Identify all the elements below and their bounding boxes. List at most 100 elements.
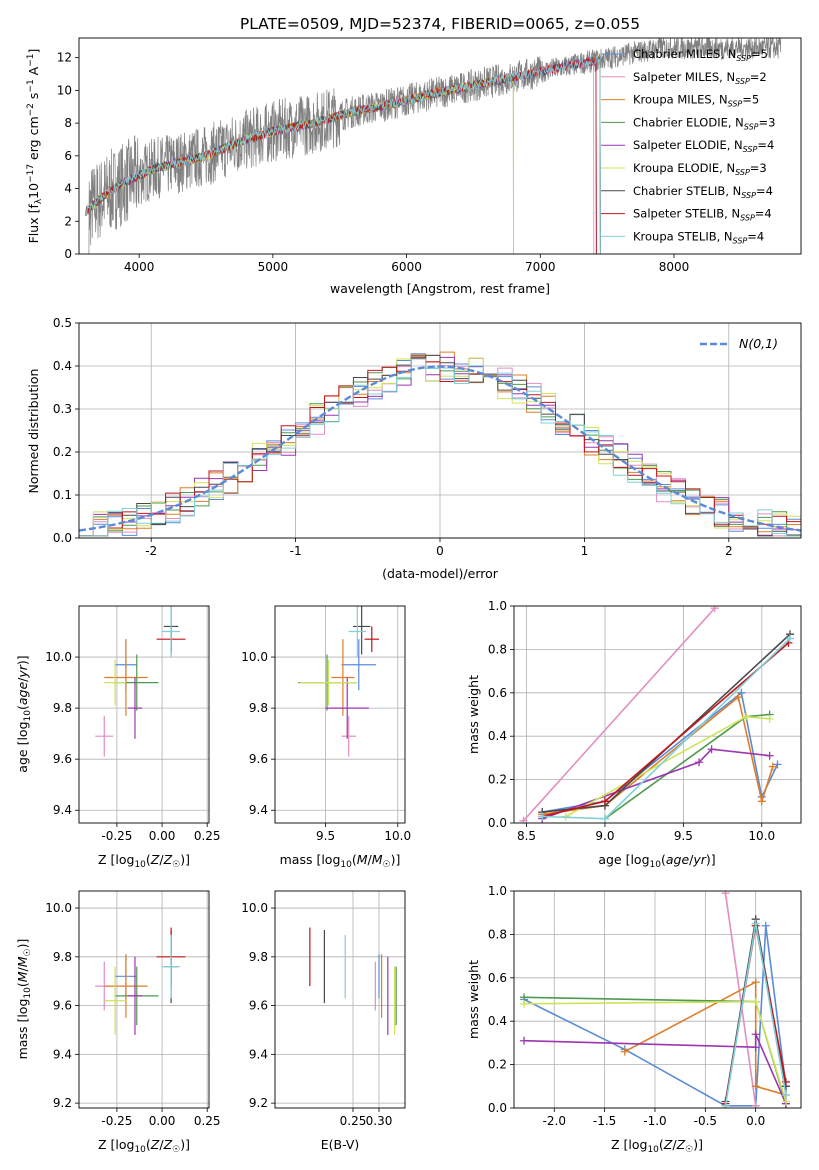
y-axis-label: Normed distribution — [26, 369, 41, 494]
y-tick-label: 9.4 — [249, 1047, 268, 1061]
legend-label: Chabrier MILES, NSSP=5 — [633, 47, 768, 63]
legend-entry: Salpeter ELODIE, NSSP=4 — [601, 138, 774, 154]
weight-marker — [768, 762, 777, 771]
axes-frame — [274, 890, 406, 1109]
x-tick-label: -1.5 — [593, 1114, 616, 1128]
x-axis-label: (data-model)/error — [382, 566, 499, 581]
panel-weight-vs-Z: -2.0 -1.5 -1.0 -0.5 0.0 0.0 0.2 0.4 0.6 0.8 1.0 mas… — [466, 884, 802, 1155]
x-tick-label: -1.0 — [643, 1114, 666, 1128]
weight-marker — [761, 921, 770, 930]
y-axis-label: mass weight — [466, 960, 481, 1039]
residual-histogram — [79, 357, 801, 537]
y-tick-label: 6 — [64, 149, 72, 163]
legend-entry: Salpeter STELIB, NSSP=4 — [601, 207, 772, 223]
errorbar-1 — [95, 715, 114, 757]
y-tick-label: 0.3 — [53, 402, 72, 416]
y-tick-label: 1.0 — [488, 599, 507, 613]
weight-marker — [520, 999, 529, 1008]
errorbar-1 — [341, 715, 356, 757]
y-tick-label: 0.0 — [488, 816, 507, 830]
weight-marker — [520, 1036, 529, 1045]
figure-title: PLATE=0509, MJD=52374, FIBERID=0065, z=0… — [240, 15, 640, 33]
weight-marker — [765, 751, 774, 760]
legend-entry: Chabrier MILES, NSSP=5 — [601, 47, 768, 63]
y-tick-label: 9.8 — [249, 701, 268, 715]
y-tick-label: 0.4 — [53, 359, 72, 373]
weight-marker — [600, 797, 609, 806]
errorbar-7 — [364, 626, 379, 652]
legend-label: N(0,1) — [739, 336, 778, 351]
weight-line — [522, 607, 716, 822]
x-tick-label: -0.25 — [101, 829, 132, 843]
legend-entry: Kroupa ELODIE, NSSP=3 — [601, 161, 767, 177]
y-tick-label: 0.8 — [488, 642, 507, 656]
axes-frame — [78, 322, 802, 539]
x-axis-label: E(B-V) — [321, 1137, 360, 1152]
panel-mass-vs-ebv: 0.25 0.30 9.2 9.4 9.6 9.8 10.0 E(B-V) — [241, 890, 406, 1152]
x-axis-label: Z [log10(Z/Z☉)] — [611, 1137, 703, 1155]
panel-age-vs-mass: 9.5 10.0 9.4 9.6 9.8 10.0 mass [log10(M/M☉)] — [241, 605, 411, 870]
weight-marker — [781, 1090, 790, 1099]
y-tick-label: 0.6 — [488, 971, 507, 985]
model-spectrum — [85, 55, 601, 254]
x-tick-label: 8000 — [659, 260, 690, 274]
y-tick-label: 9.6 — [249, 752, 268, 766]
y-tick-label: 1.0 — [488, 884, 507, 898]
weight-line — [542, 637, 791, 820]
x-axis-label: Z [log10(Z/Z☉)] — [98, 1137, 190, 1155]
y-tick-label: 0.4 — [488, 729, 507, 743]
weight-line — [524, 1033, 787, 1105]
y-tick-label: 9.6 — [53, 752, 72, 766]
panel-mass-vs-Z: -0.25 0.00 0.25 9.2 9.4 9.6 9.8 10.0 Z [log10(Z/… — [15, 890, 221, 1155]
weight-marker — [751, 1043, 760, 1052]
plot-area — [309, 927, 397, 1035]
weight-marker — [620, 1047, 629, 1056]
legend-entry: Chabrier STELIB, NSSP=4 — [601, 184, 773, 200]
errorbar-6 — [353, 606, 371, 655]
x-tick-label: 1 — [581, 544, 589, 558]
y-tick-label: 2 — [64, 214, 72, 228]
weight-marker — [751, 1101, 760, 1108]
axes-frame — [78, 890, 210, 1109]
weight-marker — [538, 812, 547, 821]
y-tick-label: 9.4 — [249, 803, 268, 817]
x-axis-label: wavelength [Angstrom, rest frame] — [330, 281, 550, 296]
x-tick-label: 9.5 — [316, 829, 335, 843]
legend-label: Kroupa MILES, NSSP=5 — [633, 93, 759, 109]
y-tick-label: 9.4 — [53, 1047, 72, 1061]
x-tick-label: 7000 — [525, 260, 556, 274]
y-tick-label: 0.4 — [488, 1014, 507, 1028]
panel-spectrum: 4000 5000 6000 7000 8000 0 2 4 6 8 10 12 wavelength … — [26, 37, 802, 296]
plot-area — [79, 351, 801, 537]
y-tick-label: 0.0 — [53, 531, 72, 545]
errorbar-2 — [331, 639, 355, 716]
x-tick-label: 0.00 — [149, 829, 176, 843]
legend-label: Kroupa ELODIE, NSSP=3 — [633, 161, 767, 177]
weight-marker — [695, 758, 704, 767]
legend-entry: Salpeter MILES, NSSP=2 — [601, 70, 767, 86]
y-tick-label: 12 — [57, 51, 72, 65]
x-tick-label: -2.0 — [543, 1114, 566, 1128]
residual-histogram — [79, 358, 801, 537]
weight-marker — [786, 634, 795, 643]
y-tick-label: 9.8 — [53, 701, 72, 715]
x-tick-label: -2 — [145, 544, 157, 558]
weight-marker — [737, 688, 746, 697]
y-tick-label: 10 — [57, 83, 72, 97]
y-tick-label: 9.8 — [53, 950, 72, 964]
y-tick-label: 0 — [64, 247, 72, 261]
weight-marker — [600, 814, 609, 823]
axes-frame — [78, 605, 210, 824]
weight-marker — [721, 1101, 730, 1108]
x-tick-label: 5000 — [258, 260, 289, 274]
y-tick-label: 10.0 — [45, 901, 72, 915]
axes-frame — [274, 605, 406, 824]
x-tick-label: 0.25 — [340, 1114, 367, 1128]
x-tick-label: 6000 — [391, 260, 422, 274]
x-axis-label: age [log10(age/yr)] — [598, 852, 715, 870]
y-tick-label: 0.2 — [488, 773, 507, 787]
weight-marker — [721, 891, 730, 898]
y-axis-label: mass [log10(M/M☉)] — [15, 939, 33, 1060]
axes-frame — [78, 37, 802, 255]
